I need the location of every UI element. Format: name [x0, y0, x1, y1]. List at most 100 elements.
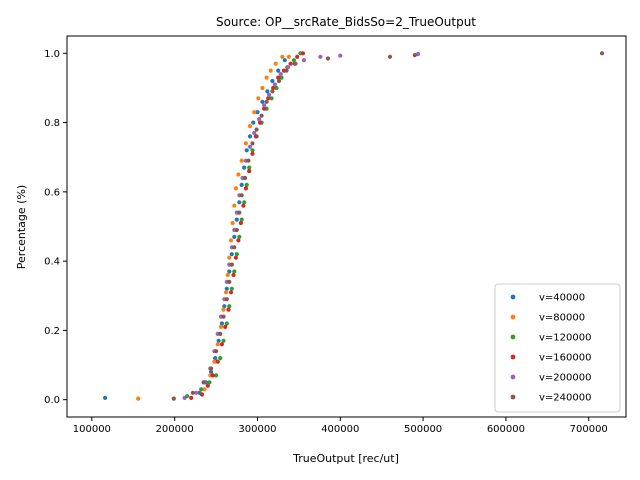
data-point — [300, 51, 306, 56]
data-point — [271, 85, 276, 91]
data-point — [223, 290, 229, 295]
data-point — [276, 75, 281, 80]
data-point — [242, 165, 247, 170]
data-point — [268, 68, 273, 73]
data-point — [239, 217, 244, 222]
data-point — [257, 117, 262, 122]
plot-frame — [66, 35, 627, 418]
data-point — [387, 54, 393, 59]
data-point — [244, 148, 249, 153]
data-point — [239, 182, 244, 187]
y-tick-label: 0.2 — [44, 326, 60, 337]
data-point — [246, 158, 251, 163]
data-point — [252, 110, 257, 115]
data-point — [227, 255, 232, 260]
data-point — [273, 61, 278, 66]
data-point — [214, 373, 219, 378]
data-point — [201, 380, 206, 385]
legend-marker — [510, 394, 516, 400]
y-tick-label: 1.0 — [44, 49, 60, 60]
y-tick-label: 0.6 — [44, 187, 60, 198]
data-point — [280, 54, 285, 59]
data-point — [239, 193, 244, 198]
data-point — [189, 395, 194, 400]
legend-label: v=80000 — [539, 313, 585, 324]
data-point — [301, 58, 306, 63]
legend-label: v=240000 — [539, 393, 591, 404]
x-tick-label: 300000 — [238, 424, 276, 435]
data-point — [209, 369, 214, 375]
data-point — [259, 113, 264, 118]
data-point — [210, 373, 215, 378]
data-point — [260, 99, 265, 104]
data-point — [226, 307, 231, 312]
y-tick-label: 0.8 — [44, 118, 60, 129]
series-v=80000 — [136, 54, 291, 401]
data-point — [338, 53, 343, 58]
data-point — [205, 383, 210, 388]
data-point — [225, 272, 230, 278]
data-point — [270, 78, 275, 84]
data-point — [286, 65, 291, 70]
data-point — [239, 158, 244, 163]
data-point — [276, 78, 282, 84]
data-point — [222, 304, 227, 309]
data-point — [229, 286, 234, 291]
data-point — [219, 342, 224, 347]
data-point — [230, 220, 235, 226]
data-point — [215, 359, 220, 364]
data-point — [223, 324, 228, 329]
legend-marker — [510, 374, 516, 380]
legend-marker — [510, 334, 516, 340]
data-point — [237, 200, 242, 205]
data-point — [233, 186, 238, 191]
data-point — [243, 141, 248, 146]
data-point — [227, 279, 232, 284]
legend-box — [494, 283, 621, 413]
data-point — [269, 96, 274, 101]
legend-label: v=200000 — [539, 373, 591, 384]
data-point — [221, 314, 226, 319]
data-point — [136, 396, 141, 401]
data-point — [244, 182, 249, 187]
legend-label: v=120000 — [539, 333, 591, 344]
data-point — [224, 297, 229, 302]
data-point — [234, 252, 239, 257]
data-point — [242, 200, 247, 205]
data-point — [216, 338, 221, 343]
data-point — [599, 51, 605, 56]
legend-marker — [510, 354, 516, 360]
x-tick-label: 500000 — [404, 424, 442, 435]
data-point — [262, 103, 267, 108]
data-point — [247, 165, 252, 170]
data-point — [272, 82, 277, 87]
data-point — [250, 148, 255, 153]
data-point — [267, 92, 272, 97]
y-tick-label: 0.0 — [44, 395, 60, 406]
data-point — [279, 75, 284, 80]
data-point — [276, 68, 281, 73]
y-axis: 0.0 0.2 0.4 0.6 0.8 1.0 — [44, 49, 67, 406]
series-v=40000 — [103, 58, 287, 400]
data-point — [278, 72, 283, 77]
y-tick-label: 0.4 — [44, 257, 60, 268]
data-point — [234, 217, 239, 222]
data-point — [232, 203, 237, 208]
data-point — [318, 54, 323, 59]
data-point — [209, 366, 214, 371]
data-point — [232, 269, 237, 274]
data-point — [250, 141, 255, 146]
data-point — [171, 396, 176, 401]
data-point — [292, 61, 297, 66]
data-point — [232, 245, 237, 250]
data-point — [190, 390, 195, 395]
data-point — [260, 85, 265, 91]
data-point — [237, 210, 242, 215]
y-axis-label: Percentage (%) — [15, 185, 28, 269]
data-point — [247, 169, 252, 174]
data-point — [247, 124, 253, 129]
data-point — [227, 304, 232, 309]
data-point — [227, 269, 232, 274]
data-point — [243, 175, 248, 181]
